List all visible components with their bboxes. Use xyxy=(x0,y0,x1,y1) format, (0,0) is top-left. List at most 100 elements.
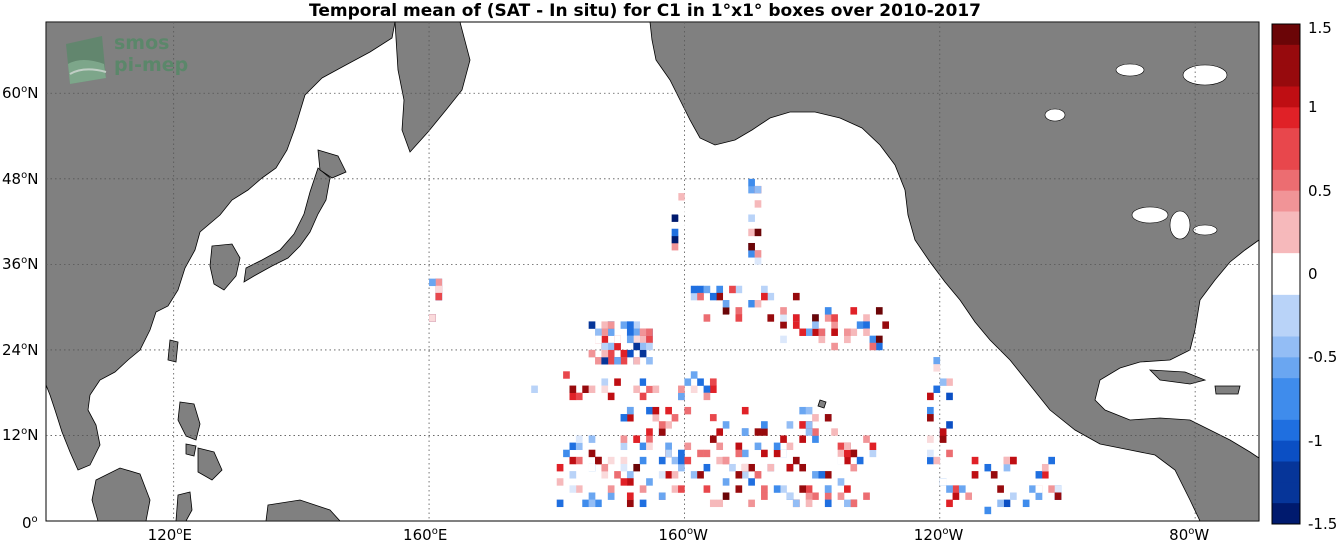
data-box xyxy=(671,235,679,244)
data-box xyxy=(652,406,660,415)
colorbar-segment xyxy=(1272,128,1300,150)
data-box xyxy=(607,392,615,401)
data-box xyxy=(620,414,628,422)
data-box xyxy=(575,456,583,465)
data-box xyxy=(626,335,634,344)
data-box xyxy=(588,385,596,393)
lon-tick-label: 120oE xyxy=(147,526,192,544)
data-box xyxy=(844,485,851,493)
data-box xyxy=(639,499,647,508)
data-box xyxy=(824,471,832,479)
data-box xyxy=(805,328,813,336)
data-box xyxy=(754,250,762,258)
data-box xyxy=(780,314,787,322)
colorbar-segment xyxy=(1272,357,1300,379)
data-box xyxy=(678,207,685,215)
data-box xyxy=(748,499,755,508)
lon-tick-label: 160oE xyxy=(403,526,448,544)
data-box xyxy=(971,456,979,465)
data-box xyxy=(939,478,947,486)
data-box xyxy=(690,471,698,479)
data-box xyxy=(633,342,641,351)
data-box xyxy=(620,478,628,486)
data-box xyxy=(952,485,960,493)
data-box xyxy=(601,378,609,386)
data-box xyxy=(684,442,692,451)
data-box xyxy=(563,449,570,458)
data-box xyxy=(722,478,730,486)
land-new-guinea xyxy=(265,499,341,522)
data-box xyxy=(863,321,870,329)
data-box xyxy=(844,449,851,458)
data-box xyxy=(595,335,602,344)
data-box xyxy=(607,485,615,493)
data-box xyxy=(639,456,647,465)
data-box xyxy=(812,342,819,351)
data-box xyxy=(607,492,615,500)
data-box xyxy=(607,342,615,351)
data-box xyxy=(582,385,589,393)
data-box xyxy=(722,307,730,315)
data-box xyxy=(748,463,755,472)
data-box xyxy=(626,328,634,336)
data-box xyxy=(678,392,685,401)
data-box xyxy=(786,442,794,451)
data-box xyxy=(626,492,634,500)
data-box xyxy=(716,499,724,508)
data-box xyxy=(601,342,609,351)
data-box xyxy=(850,307,858,315)
data-box xyxy=(569,485,577,493)
colorbar-segment xyxy=(1272,211,1300,233)
colorbar-segment xyxy=(1272,24,1300,46)
data-box xyxy=(671,471,679,479)
logo-line2: pi-mep xyxy=(114,54,189,76)
data-box xyxy=(722,421,730,429)
data-box xyxy=(709,292,717,301)
data-box xyxy=(780,307,787,315)
data-box xyxy=(748,178,755,187)
data-box xyxy=(658,421,666,429)
data-box xyxy=(697,285,704,294)
data-box xyxy=(818,335,826,344)
data-box xyxy=(716,428,724,436)
data-box xyxy=(812,428,819,436)
data-box xyxy=(658,428,666,436)
data-box xyxy=(684,378,692,386)
data-box xyxy=(741,463,749,472)
colorbar-tick-label: 0 xyxy=(1308,265,1318,283)
data-box xyxy=(792,292,800,301)
data-box xyxy=(780,321,787,329)
data-box xyxy=(626,414,634,422)
data-box xyxy=(831,421,838,429)
smos-pimep-logo: smos pi-mep xyxy=(62,30,202,90)
land-luzon xyxy=(177,401,201,441)
lon-tick-label: 160oW xyxy=(658,526,709,544)
data-box xyxy=(792,499,800,508)
data-box xyxy=(754,200,762,208)
data-box xyxy=(741,428,749,436)
data-box xyxy=(824,485,832,493)
data-box xyxy=(773,449,781,458)
data-box xyxy=(805,492,813,500)
colorbar-tick-label: -1.5 xyxy=(1308,515,1338,533)
data-box xyxy=(831,321,838,329)
data-box xyxy=(703,385,711,393)
data-box xyxy=(786,342,794,351)
data-box xyxy=(697,471,704,479)
data-box xyxy=(844,328,851,336)
data-box xyxy=(767,292,775,301)
data-box xyxy=(703,392,711,401)
colorbar-segment xyxy=(1272,253,1300,275)
data-box xyxy=(818,471,826,479)
data-box xyxy=(639,378,647,386)
data-box xyxy=(837,449,845,458)
data-box xyxy=(780,328,787,336)
data-box xyxy=(639,335,647,344)
data-box xyxy=(588,349,596,358)
lat-tick-label: 60oN xyxy=(2,84,39,103)
data-box xyxy=(831,328,838,336)
data-box xyxy=(875,307,883,315)
data-box xyxy=(754,471,762,479)
data-box xyxy=(939,378,947,386)
